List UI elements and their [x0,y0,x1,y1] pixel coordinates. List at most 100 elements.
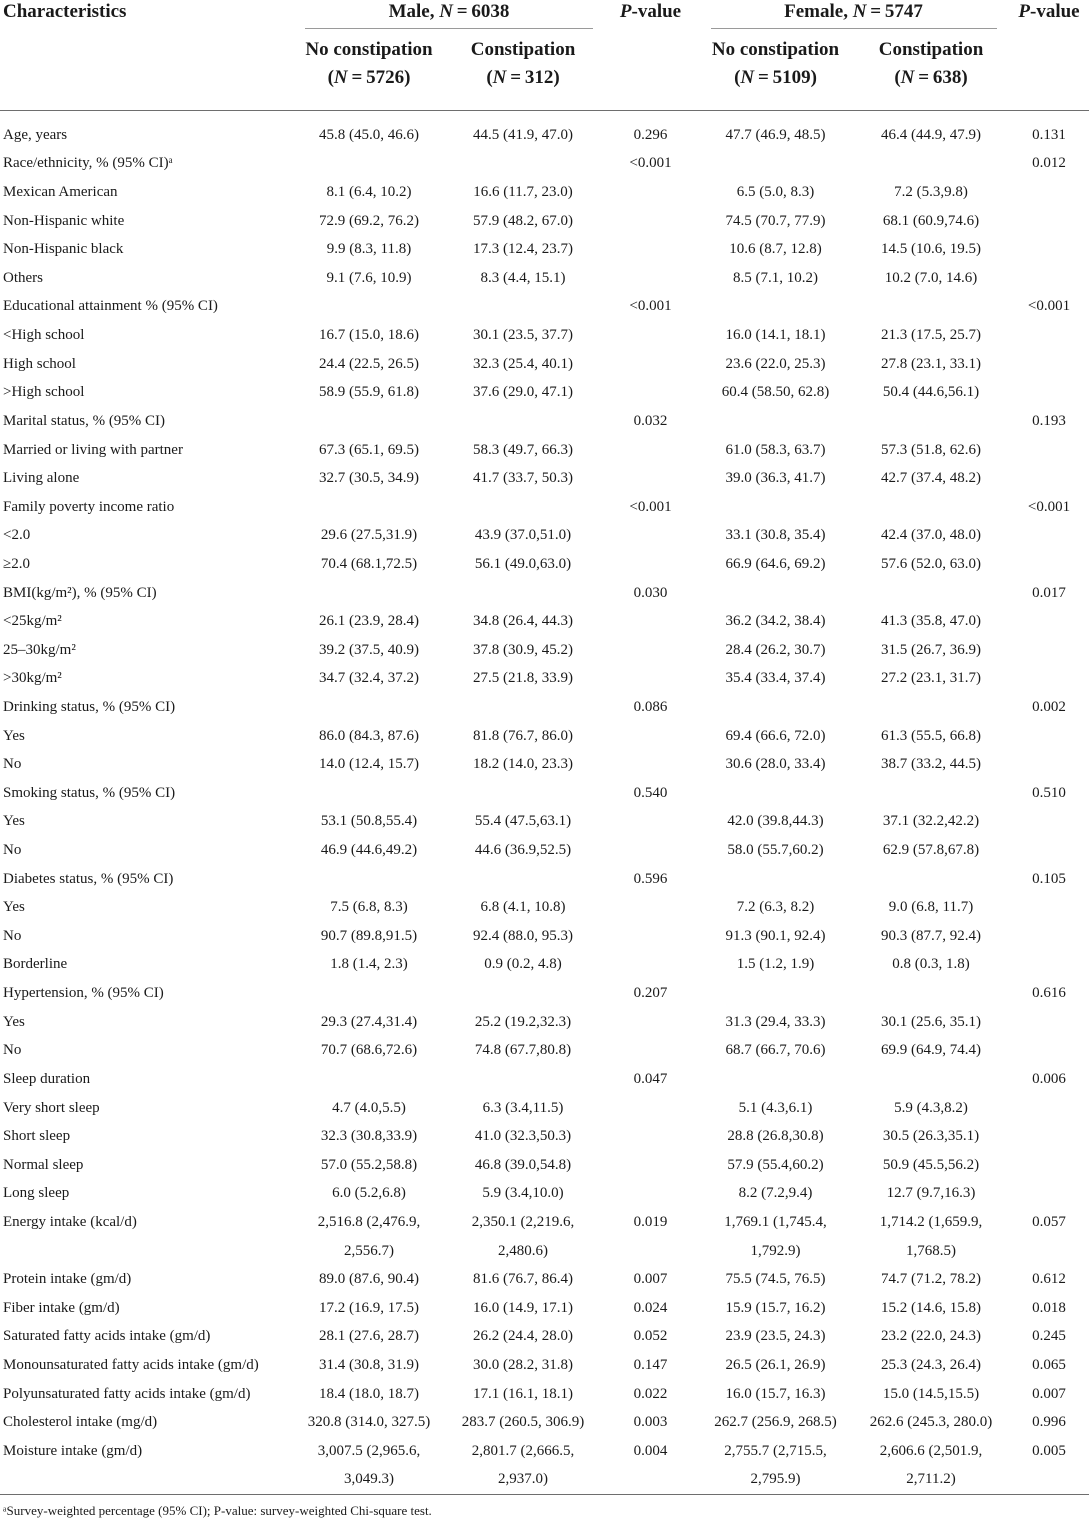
table-row: No 46.9 (44.6,49.2) 44.6 (36.9,52.5) 58.0 (… [0,836,1089,865]
cell-male-no-constipation: 46.9 (44.6,49.2) [320,842,418,859]
table-row: No 14.0 (12.4, 15.7) 18.2 (14.0, 23.3) 30.6… [0,750,1089,779]
cell-male-pvalue [603,464,698,493]
cell-female-constipation [853,1065,1009,1094]
table-row: <2.0 29.6 (27.5,31.9) 43.9 (37.0,51.0) 33.1… [0,522,1089,551]
table-row: Age, years 45.8 (45.0, 46.6) 44.5 (41.9, 4… [0,111,1089,150]
cell-label: 25–30kg/m² [3,641,76,658]
cell-male-constipation: 26.2 (24.4, 28.0) [473,1328,573,1345]
cell-label: Cholesterol intake (mg/d) [3,1414,158,1431]
cell-female-constipation: 61.3 (55.5, 66.8) [881,727,981,744]
cell-male-no-constipation: 29.3 (27.4,31.4) [320,1013,418,1030]
cell-label: Non-Hispanic white [3,212,125,229]
cell-label: High school [3,355,76,372]
cell-male-constipation: 17.1 (16.1, 18.1) [473,1385,573,1402]
cell-male-no-constipation: 70.4 (68.1,72.5) [320,555,418,572]
cell-male-constipation: 16.6 (11.7, 23.0) [473,184,573,201]
cell-female-no-constipation: 28.8 (26.8,30.8) [727,1128,824,1145]
table-row: >High school 58.9 (55.9, 61.8) 37.6 (29.0,… [0,378,1089,407]
cell-label: Short sleep [3,1128,71,1145]
table-row: Fiber intake (gm/d) 17.2 (16.9, 17.5) 16.0… [0,1294,1089,1323]
cell-female-pvalue [1009,1094,1089,1123]
cell-female-pvalue [1009,550,1089,579]
cell-female-constipation [853,779,1009,808]
cell-label: No [3,842,22,859]
table-row: Cholesterol intake (mg/d) 320.8 (314.0, 3… [0,1408,1089,1437]
cell-male-pvalue: 0.032 [633,412,668,429]
cell-male-no-constipation: 45.8 (45.0, 46.6) [319,126,419,143]
cell-male-constipation [443,150,603,179]
cell-female-constipation: 90.3 (87.7, 92.4) [881,927,981,944]
female-constipation-n: (N = 638) [894,67,968,88]
cell-label: Borderline [3,956,68,973]
cell-female-constipation: 57.3 (51.8, 62.6) [881,441,981,458]
cell-male-pvalue [603,722,698,751]
cell-female-constipation: 38.7 (33.2, 44.5) [881,756,981,773]
cell-male-constipation: 16.0 (14.9, 17.1) [473,1299,573,1316]
cell-male-constipation: 34.8 (26.4, 44.3) [473,613,573,630]
cell-male-pvalue: 0.007 [633,1271,668,1288]
cell-male-pvalue [603,893,698,922]
cell-male-no-constipation: 90.7 (89.8,91.5) [320,927,418,944]
cell-female-constipation [853,293,1009,322]
cell-female-pvalue: 0.018 [1032,1299,1066,1316]
cell-male-pvalue: 0.022 [633,1385,668,1402]
cell-female-no-constipation [698,979,853,1008]
cell-female-constipation: 31.5 (26.7, 36.9) [881,641,981,658]
cell-female-pvalue [1009,1008,1089,1037]
cell-label: Age, years [3,126,68,143]
cell-male-no-constipation: 89.0 (87.6, 90.4) [319,1271,419,1288]
cell-male-no-constipation: 29.6 (27.5,31.9) [320,527,418,544]
cell-female-no-constipation: 31.3 (29.4, 33.3) [725,1013,826,1030]
blank-header [0,30,295,111]
cell-female-constipation: 62.9 (57.8,67.8) [882,842,980,859]
cell-female-no-constipation: 68.7 (66.7, 70.6) [725,1042,826,1059]
cell-female-pvalue: 0.065 [1032,1357,1066,1373]
cell-male-pvalue: 0.052 [633,1328,668,1345]
cell-female-no-constipation: 2,755.7 (2,715.5, [724,1442,827,1459]
female-group-header: Female, N = 5747 [698,0,1009,30]
cell-male-constipation: 92.4 (88.0, 95.3) [473,927,573,944]
table-row: <High school 16.7 (15.0, 18.6) 30.1 (23.5,… [0,321,1089,350]
cell-label: Diabetes status, % (95% CI) [3,870,174,887]
female-constipation-header: Constipation (N = 638) [853,30,1009,111]
table-header: Characteristics Male, N = 6038 P-value F… [0,0,1089,111]
cell-female-pvalue [1009,1037,1089,1066]
cell-female-no-constipation: 57.9 (55.4,60.2) [727,1156,824,1173]
table-row: Short sleep 32.3 (30.8,33.9) 41.0 (32.3,50… [0,1122,1089,1151]
cell-label: Marital status, % (95% CI) [3,412,166,429]
cell-male-pvalue: <0.001 [629,155,672,172]
cell-female-constipation: 9.0 (6.8, 11.7) [888,899,974,916]
cell-male-constipation: 2,937.0) [498,1471,548,1488]
cell-female-no-constipation [698,1065,853,1094]
table-row: <25kg/m² 26.1 (23.9, 28.4) 34.8 (26.4, 44.… [0,607,1089,636]
table-row: Yes 86.0 (84.3, 87.6) 81.8 (76.7, 86.0) 69.… [0,722,1089,751]
cell-male-constipation [443,693,603,722]
cell-male-no-constipation: 86.0 (84.3, 87.6) [319,727,419,744]
cell-female-pvalue: 0.057 [1032,1213,1066,1230]
table-row: Family poverty income ratio <0.001 <0.001 [0,493,1089,522]
cell-female-no-constipation [698,407,853,436]
table-row: Hypertension, % (95% CI) 0.207 0.616 [0,979,1089,1008]
male-no-constipation-label: No constipation [305,39,433,60]
cell-male-no-constipation: 16.7 (15.0, 18.6) [319,327,419,344]
cell-female-constipation: 30.5 (26.3,35.1) [882,1128,980,1145]
cell-label: Living alone [3,470,80,487]
cell-male-pvalue [603,1008,698,1037]
cell-male-pvalue [603,922,698,951]
cell-male-pvalue: 0.540 [633,784,668,801]
cell-female-pvalue [1009,522,1089,551]
cell-female-no-constipation: 10.6 (8.7, 12.8) [729,241,822,258]
female-constipation-label: Constipation [878,39,984,60]
cell-male-constipation: 27.5 (21.8, 33.9) [473,670,573,687]
cell-female-pvalue [1009,836,1089,865]
cell-male-pvalue [603,1466,698,1495]
cell-male-pvalue [603,636,698,665]
cell-male-constipation [443,579,603,608]
cell-male-constipation: 30.0 (28.2, 31.8) [473,1357,573,1373]
cell-male-no-constipation: 7.5 (6.8, 8.3) [330,899,408,916]
cell-female-no-constipation: 8.2 (7.2,9.4) [738,1185,813,1202]
cell-male-no-constipation [295,150,443,179]
table-row: 25–30kg/m² 39.2 (37.5, 40.9) 37.8 (30.9, 4… [0,636,1089,665]
